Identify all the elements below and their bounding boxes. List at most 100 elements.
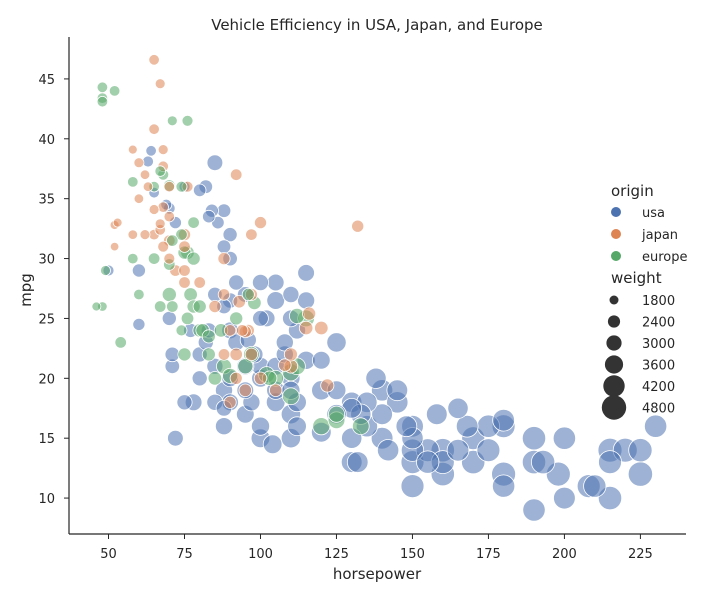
data-point-japan: [139, 169, 151, 180]
data-point-europe: [127, 176, 139, 188]
data-point-usa: [583, 474, 607, 498]
data-point-japan: [163, 252, 176, 265]
data-point-europe: [91, 301, 102, 312]
data-point-japan: [235, 324, 249, 337]
data-point-europe: [229, 311, 244, 326]
data-point-usa: [222, 227, 238, 243]
data-point-europe: [153, 300, 167, 313]
data-point-japan: [278, 358, 292, 372]
data-point-japan: [217, 348, 231, 361]
y-tick-label: 30: [38, 253, 55, 268]
data-point-japan: [163, 180, 176, 193]
data-point-usa: [297, 291, 316, 310]
data-point-japan: [229, 371, 243, 385]
data-point-japan: [298, 320, 314, 336]
legend-size-title: weight: [611, 269, 662, 287]
legend-label-japan: japan: [641, 228, 678, 243]
data-point-usa: [262, 434, 283, 455]
y-ticks: 10 15 20 25 30 35 40 45: [38, 73, 69, 507]
data-point-japan: [223, 324, 237, 337]
data-point-japan: [253, 216, 267, 230]
data-point-usa: [521, 426, 547, 451]
data-point-europe: [180, 311, 195, 326]
data-point-usa: [145, 145, 157, 157]
data-point-usa: [371, 403, 393, 426]
data-point-usa: [167, 429, 184, 447]
data-point-europe: [241, 287, 255, 301]
data-point-europe: [154, 165, 166, 177]
x-ticks: 50 75 100 125 150 175 200 225: [100, 534, 653, 562]
x-tick-label: 225: [628, 547, 653, 562]
y-tick-label: 25: [38, 312, 55, 327]
data-point-japan: [238, 383, 253, 398]
data-point-usa: [252, 310, 269, 327]
data-point-europe: [166, 115, 178, 127]
legend-size-marker: [607, 315, 621, 328]
data-point-japan: [178, 276, 191, 289]
data-point-europe: [175, 228, 188, 241]
data-point-japan: [163, 210, 176, 223]
data-point-japan: [208, 299, 222, 313]
legend-size-label: 4800: [642, 402, 675, 417]
data-point-europe: [133, 288, 145, 301]
data-point-usa: [326, 332, 347, 353]
data-point-usa: [386, 379, 409, 402]
data-point-usa: [216, 239, 232, 254]
data-point-usa: [552, 426, 577, 450]
data-point-europe: [183, 287, 198, 302]
data-point-europe: [161, 286, 177, 302]
y-tick-label: 15: [38, 432, 55, 447]
x-tick-label: 50: [100, 547, 117, 562]
data-point-europe: [187, 216, 200, 229]
data-point-usa: [491, 474, 516, 498]
legend-size-label: 1800: [642, 294, 675, 309]
y-axis-label: mpg: [17, 273, 35, 307]
data-point-japan: [157, 144, 169, 156]
data-point-japan: [232, 295, 246, 309]
data-point-japan: [139, 229, 151, 241]
data-point-japan: [223, 395, 237, 409]
data-point-usa: [161, 310, 177, 326]
data-point-japan: [193, 276, 206, 289]
data-point-europe: [288, 307, 305, 324]
data-point-usa: [251, 273, 269, 291]
legend-size-label: 2400: [642, 316, 675, 331]
data-point-usa: [191, 370, 208, 387]
data-point-japan: [109, 241, 120, 252]
data-point-usa: [455, 414, 479, 438]
data-point-usa: [202, 209, 216, 224]
data-point-europe: [282, 387, 300, 406]
data-point-usa: [250, 416, 270, 436]
data-point-europe: [96, 81, 109, 94]
data-point-usa: [628, 438, 653, 463]
data-point-japan: [154, 218, 166, 230]
data-point-europe: [207, 371, 223, 386]
data-point-usa: [530, 449, 556, 475]
data-point-usa: [164, 346, 181, 363]
data-point-japan: [157, 240, 170, 253]
data-point-europe: [114, 336, 127, 349]
legend-marker-japan: [611, 229, 621, 239]
data-point-usa: [131, 263, 146, 278]
legend-label-europe: europe: [642, 250, 688, 265]
legend-size-marker: [606, 335, 622, 351]
legend-size-label: 3600: [642, 359, 675, 374]
y-tick-label: 45: [38, 73, 55, 88]
data-point-usa: [365, 367, 387, 389]
data-point-japan: [154, 78, 166, 90]
data-point-usa: [176, 394, 193, 411]
data-point-europe: [327, 405, 345, 423]
data-point-usa: [492, 408, 515, 432]
points-layer: [91, 54, 668, 522]
data-point-japan: [133, 193, 145, 204]
data-point-usa: [228, 274, 245, 291]
data-point-usa: [206, 154, 224, 172]
x-tick-label: 200: [552, 547, 577, 562]
x-tick-label: 125: [324, 547, 349, 562]
data-point-europe: [175, 324, 188, 337]
data-point-japan: [127, 144, 138, 155]
data-point-usa: [192, 183, 207, 198]
data-point-usa: [416, 450, 440, 474]
legend-size-label: 3000: [642, 337, 675, 352]
data-point-europe: [166, 234, 179, 247]
